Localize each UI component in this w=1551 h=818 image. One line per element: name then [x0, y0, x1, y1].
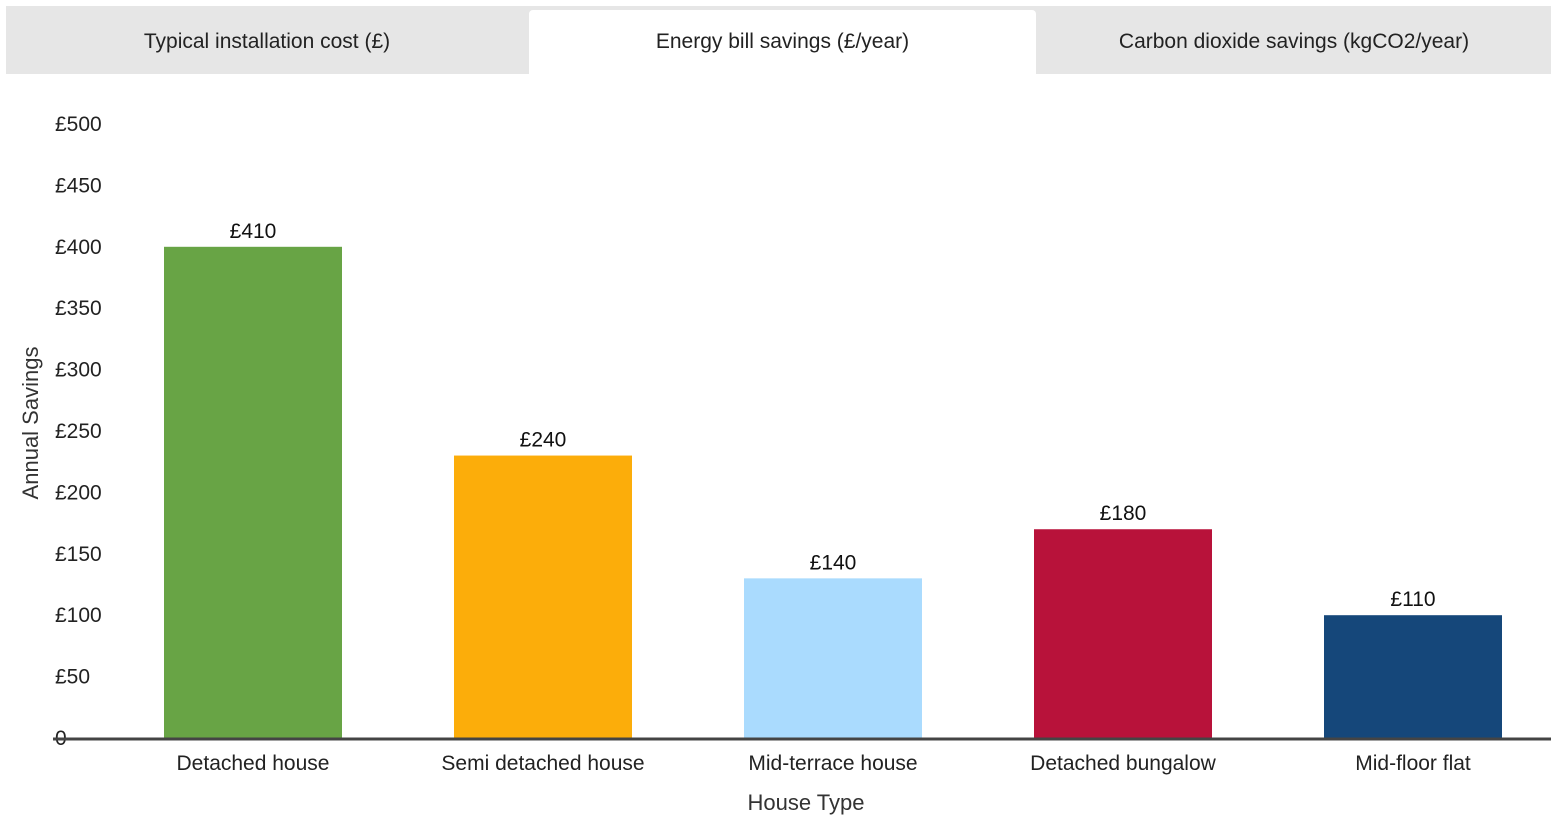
tab-installation-cost[interactable]: Typical installation cost (£): [143, 30, 391, 53]
tab-bar: Typical installation cost (£) Energy bil…: [6, 6, 1551, 74]
bar[interactable]: [454, 455, 632, 738]
bars: [164, 246, 1502, 739]
x-axis-title: House Type: [747, 790, 864, 815]
y-tick-label: £450: [55, 174, 102, 197]
y-tick-label: £100: [55, 604, 102, 627]
y-tick-label: £200: [55, 481, 102, 504]
y-tick-label: £250: [55, 420, 102, 443]
x-axis-category-labels: Detached house Semi detached house Mid-ter…: [177, 752, 1471, 775]
y-axis-ticks: 0£50£100£150£200£250£300£350£400£450£500: [55, 113, 102, 750]
bar[interactable]: [164, 246, 342, 739]
bar[interactable]: [1034, 529, 1212, 738]
y-tick-label: £500: [55, 113, 102, 136]
y-tick-label: £400: [55, 236, 102, 259]
bar-data-label: £180: [1100, 502, 1147, 525]
y-tick-label: £350: [55, 297, 102, 320]
bar-data-label: £240: [520, 429, 567, 452]
x-tick-label: Detached house: [177, 752, 330, 775]
bar[interactable]: [1324, 615, 1502, 738]
bar-data-label: £110: [1390, 588, 1435, 611]
y-tick-label: £50: [55, 666, 90, 689]
tab-energy-bill-savings[interactable]: Energy bill savings (£/year): [529, 10, 1036, 74]
x-tick-label: Mid-terrace house: [748, 752, 917, 775]
x-tick-label: Detached bungalow: [1030, 752, 1216, 775]
data-labels: £410 £240 £140 £180 £110: [230, 220, 1436, 611]
bar[interactable]: [744, 578, 922, 738]
y-tick-label: £300: [55, 359, 102, 382]
bar-data-label: £140: [810, 551, 857, 574]
y-tick-label: £150: [55, 543, 102, 566]
bar-data-label: £410: [230, 220, 277, 243]
bar-chart: 0£50£100£150£200£250£300£350£400£450£500…: [18, 113, 1551, 815]
x-tick-label: Semi detached house: [441, 752, 644, 775]
tab-carbon-savings[interactable]: Carbon dioxide savings (kgCO2/year): [1118, 30, 1470, 53]
x-tick-label: Mid-floor flat: [1355, 752, 1471, 775]
y-axis-title: Annual Savings: [18, 347, 43, 500]
